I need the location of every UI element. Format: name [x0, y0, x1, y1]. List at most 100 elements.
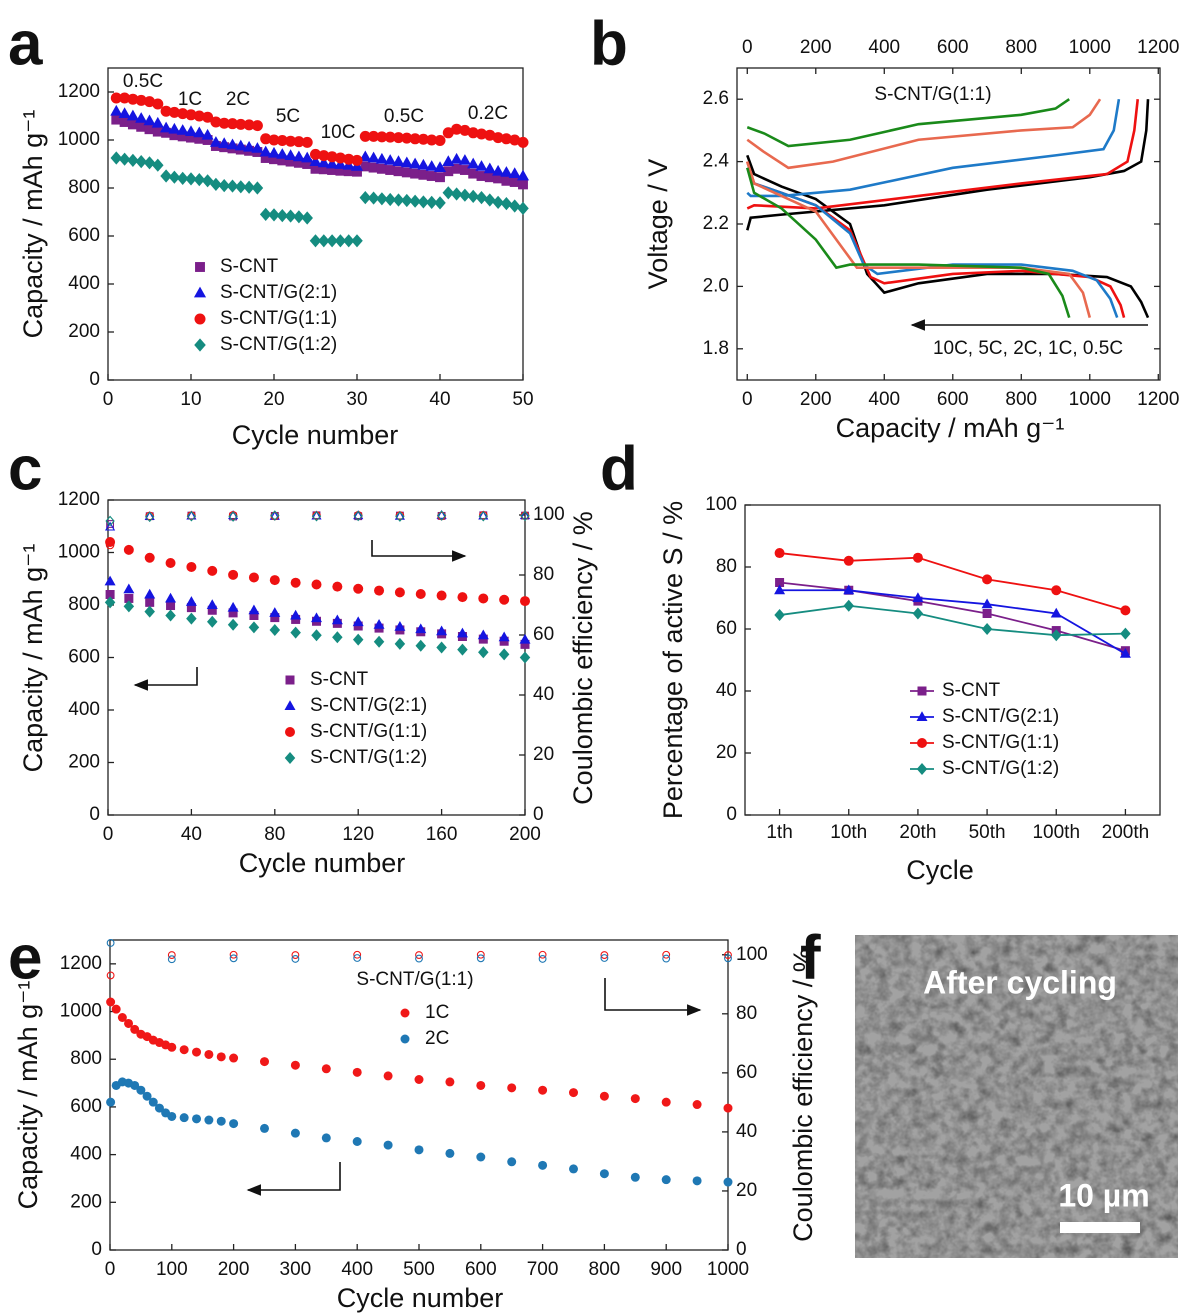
data-point	[216, 1116, 226, 1126]
data-point	[202, 111, 214, 123]
data-point	[400, 156, 413, 168]
data-point	[248, 604, 260, 615]
data-point	[154, 1103, 164, 1113]
data-point	[843, 599, 854, 612]
data-point	[110, 104, 123, 116]
data-line	[779, 589, 1126, 655]
image-caption: After cycling	[923, 964, 1117, 1000]
data-line	[746, 98, 1070, 148]
legend-label: S-CNT/G(1:1)	[310, 721, 427, 742]
data-point	[209, 136, 222, 147]
y-axis-title: Percentage of active S / %	[658, 501, 688, 819]
data-point	[630, 1172, 640, 1182]
data-point	[353, 954, 362, 962]
data-point	[179, 1113, 189, 1123]
y-tick-label: 1200	[60, 953, 102, 974]
x-tick-label: 800	[589, 1259, 621, 1280]
data-point	[106, 1097, 116, 1107]
data-point	[193, 126, 206, 138]
data-point	[1050, 607, 1062, 618]
data-line	[779, 552, 1126, 612]
data-point	[492, 132, 504, 144]
x-tick-label: 100	[156, 1259, 188, 1280]
y-tick-label: 1200	[58, 81, 100, 102]
data-point	[569, 1088, 578, 1098]
data-point	[478, 510, 488, 522]
y-tick-label: 200	[68, 752, 100, 773]
data-line	[746, 167, 1119, 319]
data-point	[443, 166, 454, 177]
data-point	[516, 169, 530, 181]
data-point	[498, 631, 510, 642]
data-point	[269, 154, 279, 165]
data-point	[326, 157, 339, 169]
x-top-tick-label: 0	[742, 37, 753, 58]
data-point	[142, 1091, 152, 1101]
data-point	[127, 93, 139, 105]
legend-label: 2C	[425, 1028, 449, 1049]
data-point	[459, 124, 471, 136]
data-line	[746, 154, 1150, 319]
data-point	[520, 639, 530, 649]
data-point	[117, 1013, 127, 1022]
data-point	[352, 1067, 362, 1077]
x-tick-label: 200	[218, 1259, 250, 1280]
data-point	[775, 578, 785, 587]
x-tick-label: 100th	[1032, 822, 1080, 843]
data-point	[123, 600, 135, 613]
data-point	[292, 150, 305, 162]
data-point	[600, 951, 609, 959]
y-axis-title: Capacity / mAh g⁻¹	[13, 981, 43, 1210]
data-point	[500, 197, 513, 211]
data-point	[194, 133, 205, 144]
legend-marker	[917, 686, 927, 696]
data-point	[433, 161, 447, 172]
x-tick-label: 10	[180, 389, 201, 410]
y-tick-label: 0	[89, 804, 100, 825]
data-point	[599, 1091, 609, 1101]
data-point	[260, 153, 271, 163]
x-tick-label: 200	[509, 824, 541, 845]
data-point	[168, 170, 181, 184]
data-point	[415, 951, 423, 959]
data-point	[500, 166, 513, 177]
data-point	[414, 1145, 424, 1155]
data-point	[267, 146, 281, 158]
data-point	[210, 116, 222, 128]
legend-label: S-CNT/G(1:1)	[942, 732, 1059, 753]
data-point	[692, 1176, 702, 1186]
data-point	[450, 187, 463, 201]
data-point	[519, 651, 531, 664]
x-tick-label: 80	[264, 824, 285, 845]
data-point	[774, 609, 785, 622]
arrow	[246, 1162, 341, 1196]
data-point	[476, 954, 485, 963]
y-tick-label: 200	[68, 321, 100, 342]
data-line	[779, 581, 1126, 652]
data-point	[662, 950, 671, 959]
legend-label: S-CNT/G(1:2)	[220, 334, 337, 355]
legend-label: S-CNT	[220, 256, 278, 277]
data-point	[1051, 585, 1062, 596]
y-tick-label: 20	[716, 742, 737, 763]
data-point	[318, 234, 330, 248]
annotation: 0.5C	[123, 71, 163, 92]
data-point	[165, 592, 177, 603]
y-tick-label: 2.0	[703, 275, 729, 296]
data-point	[165, 558, 176, 568]
data-point	[343, 166, 354, 177]
data-point	[478, 646, 489, 659]
y2-tick-label: 0	[736, 1239, 747, 1260]
data-point	[269, 607, 281, 617]
data-point	[160, 105, 172, 117]
data-point	[384, 131, 396, 143]
data-point	[352, 1137, 362, 1146]
data-point	[661, 1175, 671, 1185]
scale-bar-label: 10 µm	[1058, 1177, 1149, 1213]
x-axis-title: Cycle number	[232, 420, 399, 450]
data-point	[538, 950, 547, 959]
data-point	[509, 177, 520, 187]
data-point	[166, 601, 176, 611]
x-tick-label: 0	[103, 389, 114, 410]
data-point	[218, 137, 231, 148]
